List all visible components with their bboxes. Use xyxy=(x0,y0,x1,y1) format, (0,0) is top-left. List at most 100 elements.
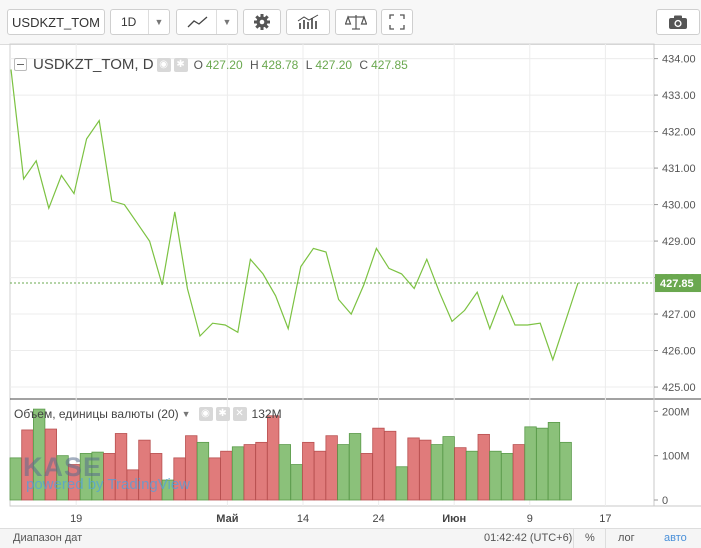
close-value: 427.85 xyxy=(371,57,408,72)
gear-icon xyxy=(254,14,270,30)
legend-title: USDKZT_TOM, D xyxy=(33,56,154,73)
price-tick-label: 434.00 xyxy=(662,54,696,66)
low-value: 427.20 xyxy=(315,57,353,72)
divider xyxy=(573,529,574,548)
scales-icon xyxy=(345,15,367,30)
volume-bar xyxy=(220,450,233,501)
open-label: O xyxy=(193,57,203,72)
price-tick-label: 430.00 xyxy=(662,200,696,212)
top-toolbar: USDKZT_TOM 1D ▼ ▼ xyxy=(0,0,701,45)
low-label: L xyxy=(305,57,313,72)
indicators-icon xyxy=(297,14,319,29)
volume-bar xyxy=(231,446,245,501)
time-tick-label: 17 xyxy=(599,513,611,525)
volume-bar xyxy=(477,433,490,501)
eye-icon[interactable]: ◉ xyxy=(198,407,213,421)
time-tick-label: 19 xyxy=(70,513,82,525)
price-tick-label: 425.00 xyxy=(662,382,696,394)
last-price-badge xyxy=(655,274,701,293)
volume-legend: Объем, единицы валюты (20) ▼ ◉ ✱ ✕ 132M xyxy=(14,407,282,421)
time-tick-label: 9 xyxy=(527,513,533,525)
kase-logo: KASE xyxy=(23,452,103,482)
chart-style-select[interactable]: ▼ xyxy=(176,9,238,35)
volume-bar xyxy=(360,453,373,501)
volume-bar xyxy=(500,453,514,501)
volume-bar xyxy=(372,427,385,501)
volume-tick-label: 100M xyxy=(662,451,690,463)
volume-bar xyxy=(536,427,549,501)
log-toggle[interactable]: лог xyxy=(618,532,635,544)
volume-bar xyxy=(395,466,409,501)
volume-bar xyxy=(243,444,256,501)
camera-icon xyxy=(669,15,687,29)
gear-icon[interactable]: ✱ xyxy=(215,407,230,421)
volume-bar xyxy=(114,433,128,501)
fullscreen-button[interactable] xyxy=(381,9,413,35)
ohlc-values: O 427.20 H 428.78 L 427.20 C 427.85 xyxy=(194,58,412,72)
eye-icon[interactable]: ◉ xyxy=(156,57,171,72)
volume-bar xyxy=(255,441,268,501)
volume-bar xyxy=(465,450,479,501)
price-series xyxy=(10,69,654,362)
volume-bar xyxy=(337,444,350,501)
price-line xyxy=(10,69,579,362)
volume-bar xyxy=(196,441,210,501)
volume-bar xyxy=(419,439,432,501)
date-range-button[interactable]: Диапазон дат xyxy=(13,532,83,544)
close-icon[interactable]: ✕ xyxy=(232,407,247,421)
chevron-down-icon: ▼ xyxy=(216,10,237,34)
open-value: 427.20 xyxy=(205,57,243,72)
price-tick-label: 426.00 xyxy=(662,346,696,358)
percent-toggle[interactable]: % xyxy=(585,532,595,544)
volume-bar xyxy=(489,450,502,501)
high-value: 428.78 xyxy=(261,57,299,72)
volume-bar xyxy=(512,444,525,501)
chart-axes: 434.00 433.00 432.00 431.00 430.00 429.00 428.… xyxy=(70,54,701,525)
high-label: H xyxy=(249,57,259,72)
snapshot-button[interactable] xyxy=(656,9,700,35)
divider xyxy=(605,529,606,548)
volume-bar xyxy=(383,430,397,501)
time-tick-label: Июн xyxy=(442,513,466,525)
chart-legend: USDKZT_TOM, D ◉ ✱ O 427.20 H 428.78 L 427.2… xyxy=(14,56,412,73)
gear-icon[interactable]: ✱ xyxy=(173,57,188,72)
volume-bar xyxy=(9,457,22,501)
price-tick-label: 431.00 xyxy=(662,163,696,175)
clock-text: 01:42:42 (UTC+6) xyxy=(484,532,573,544)
collapse-icon[interactable] xyxy=(14,58,27,71)
volume-bar xyxy=(325,435,338,501)
volume-bar xyxy=(442,436,455,501)
powered-by-text: powered by TradingView xyxy=(26,476,190,493)
interval-label: 1D xyxy=(121,15,137,29)
volume-tick-label: 0 xyxy=(662,495,668,507)
bottom-bar: Диапазон дат 01:42:42 (UTC+6) % лог авто xyxy=(0,528,701,548)
volume-bar xyxy=(313,450,327,501)
price-tick-label: 432.00 xyxy=(662,127,696,139)
volume-bar xyxy=(266,415,280,501)
volume-bar xyxy=(430,444,444,501)
price-tick-label: 433.00 xyxy=(662,90,696,102)
time-tick-label: Май xyxy=(216,513,238,525)
indicators-button[interactable] xyxy=(286,9,330,35)
chevron-down-icon[interactable]: ▼ xyxy=(181,409,191,419)
volume-bar xyxy=(302,441,315,501)
line-chart-icon xyxy=(187,16,208,28)
interval-select[interactable]: 1D ▼ xyxy=(110,9,170,35)
last-price-label: 427.85 xyxy=(660,278,694,290)
volume-value: 132M xyxy=(251,407,282,421)
time-tick-label: 24 xyxy=(372,513,384,525)
volume-bar xyxy=(208,457,221,501)
close-label: C xyxy=(359,57,369,72)
volume-bar xyxy=(454,447,467,501)
auto-toggle[interactable]: авто xyxy=(664,532,687,544)
settings-button[interactable] xyxy=(243,9,281,35)
volume-bar xyxy=(547,422,561,501)
volume-bar xyxy=(290,464,303,501)
symbol-button[interactable]: USDKZT_TOM xyxy=(7,9,105,35)
volume-bar xyxy=(278,444,292,501)
volume-bars xyxy=(9,408,572,501)
compare-button[interactable] xyxy=(335,9,377,35)
symbol-label: USDKZT_TOM xyxy=(12,14,100,30)
fullscreen-icon xyxy=(389,14,405,30)
